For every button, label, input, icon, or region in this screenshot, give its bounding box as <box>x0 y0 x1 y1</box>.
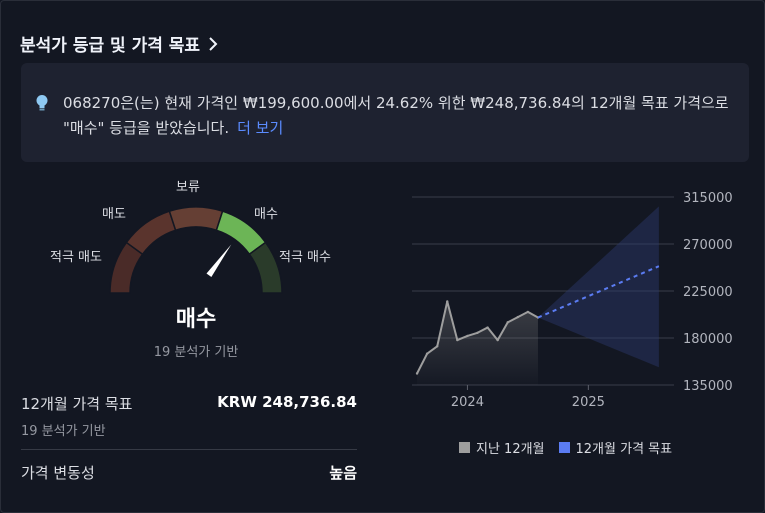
chevron-right-icon <box>209 37 218 51</box>
y-tick-label: 135000 <box>683 379 733 394</box>
gauge-needle <box>206 244 232 277</box>
volatility-row: 가격 변동성 높음 <box>21 462 357 483</box>
past-price-point <box>526 310 530 314</box>
price-target-value: KRW 248,736.84 <box>217 393 357 411</box>
volatility-value: 높음 <box>329 464 357 482</box>
past-price-point <box>456 338 459 342</box>
legend-label-past: 지난 12개월 <box>476 442 545 457</box>
section-title: 분석가 등급 및 가격 목표 <box>20 36 201 56</box>
y-tick-label: 225000 <box>683 285 733 300</box>
legend-swatch-target <box>558 442 570 453</box>
gauge-label-buy: 매수 <box>254 207 278 222</box>
gauge-segment-neutral <box>168 206 224 232</box>
analyst-count: 19 분석가 기반 <box>153 345 239 360</box>
chart-legend: 지난 12개월 12개월 가격 목표 <box>459 438 672 457</box>
price-target-row: 12개월 가격 목표 KRW 248,736.84 19 분석가 기반 <box>21 393 357 439</box>
rating-summary-box: 068270은(는) 현재 가격인 ₩199,600.00에서 24.62% 위… <box>21 63 749 162</box>
price-target-label: 12개월 가격 목표 <box>21 395 133 413</box>
read-more-link[interactable]: 더 보기 <box>237 119 284 137</box>
past-price-point <box>415 372 419 375</box>
target-range-cone <box>537 206 659 368</box>
rating-summary-text: 068270은(는) 현재 가격인 ₩199,600.00에서 24.62% 위… <box>63 94 729 137</box>
past-price-point <box>486 326 489 329</box>
rating-gauge: 적극 매도 매도 보류 매수 적극 매수 매수 19 분석가 기반 <box>41 171 351 361</box>
past-price-point <box>466 334 469 338</box>
x-tick-label: 2025 <box>572 395 605 410</box>
past-area <box>417 301 538 385</box>
legend-item-target[interactable]: 12개월 가격 목표 <box>558 438 673 457</box>
legend-label-target: 12개월 가격 목표 <box>575 442 673 457</box>
past-price-point <box>516 315 520 319</box>
price-target-basis: 19 분석가 기반 <box>21 424 106 439</box>
target-price-line <box>537 265 660 319</box>
past-price-point <box>506 321 509 324</box>
price-chart-svg: 315000 270000 225000 180000 135000 2024 2025 <box>412 191 733 410</box>
past-price-point <box>496 338 499 342</box>
past-price-point <box>446 300 449 303</box>
legend-item-past[interactable]: 지난 12개월 <box>459 438 545 457</box>
y-tick-label: 180000 <box>683 332 733 347</box>
volatility-label: 가격 변동성 <box>21 464 95 482</box>
rating-verdict: 매수 <box>175 307 217 332</box>
gauge-label-neutral: 보류 <box>176 180 200 195</box>
gauge-label-strong-buy: 적극 매수 <box>279 250 331 265</box>
gauge-segment-strong-buy <box>248 241 283 294</box>
x-tick-label: 2024 <box>451 395 484 410</box>
past-price-point <box>425 352 429 355</box>
past-price-point <box>435 345 439 348</box>
legend-swatch-past <box>459 442 470 453</box>
section-title-link[interactable]: 분석가 등급 및 가격 목표 <box>20 31 218 56</box>
gauge-arc <box>109 206 283 294</box>
price-target-chart: 315000 270000 225000 180000 135000 2024 2025 <box>406 181 746 431</box>
y-tick-label: 315000 <box>683 191 733 206</box>
past-price-point <box>476 331 479 334</box>
y-tick-label: 270000 <box>683 238 733 253</box>
divider <box>21 449 357 450</box>
gauge-label-strong-sell: 적극 매도 <box>50 250 102 265</box>
lightbulb-icon <box>36 95 48 111</box>
gauge-label-sell: 매도 <box>102 207 126 222</box>
